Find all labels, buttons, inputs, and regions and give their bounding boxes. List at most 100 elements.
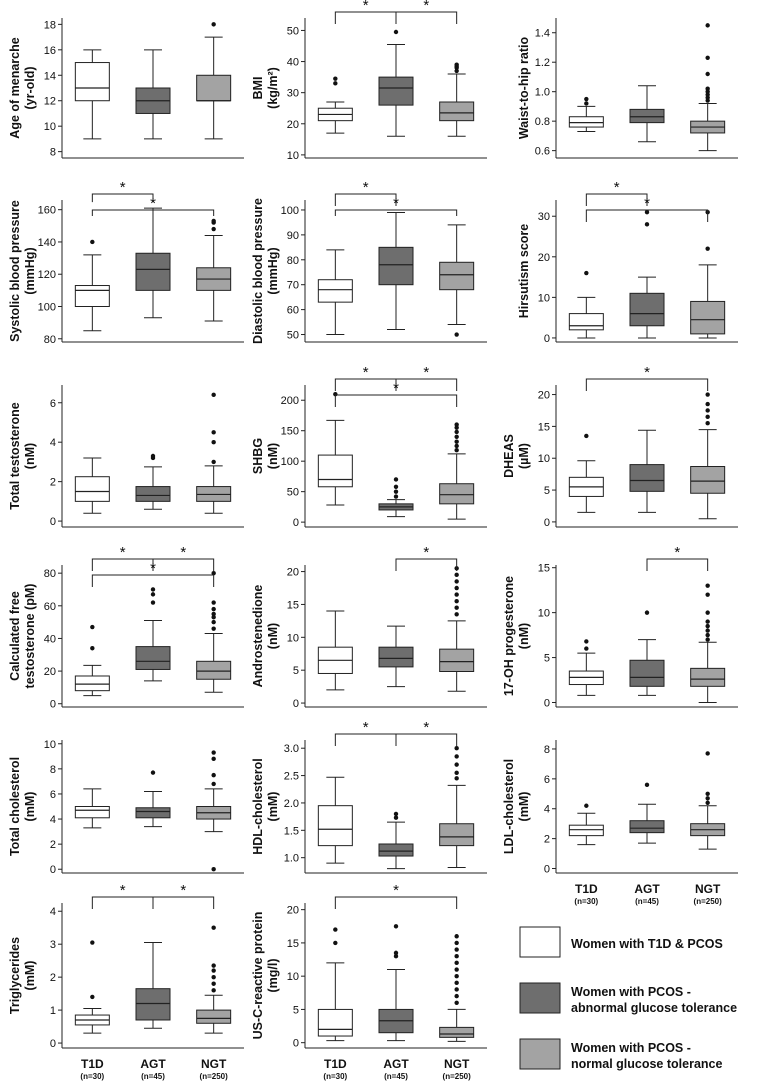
- outlier-point-t1d: [584, 639, 589, 644]
- outlier-point-ngt: [211, 988, 216, 993]
- y-axis-label: Calculated free: [8, 591, 22, 681]
- box-ngt: [690, 466, 726, 494]
- y-tick-label: 120: [38, 269, 56, 281]
- legend-label-t1d: Women with T1D & PCOS: [571, 937, 723, 951]
- significance-star: *: [363, 0, 369, 14]
- y-axis-label: LDL-cholesterol: [502, 759, 516, 854]
- outlier-point-ngt: [454, 68, 459, 74]
- y-tick-label: 0: [50, 864, 56, 876]
- outlier-point-t1d: [90, 624, 95, 630]
- significance-bracket: [334, 193, 397, 206]
- y-axis-label: Triglycerides: [8, 937, 22, 1014]
- y-axis-label: (nM): [266, 443, 280, 469]
- y-axis-label: 17-OH progesterone: [502, 576, 516, 696]
- outlier-point-ngt: [454, 605, 459, 610]
- significance-bracket: [395, 558, 458, 571]
- y-axis-label: (mM): [23, 961, 37, 991]
- significance-star: *: [180, 882, 186, 899]
- box-agt: [135, 988, 171, 1021]
- significance-star: *: [363, 719, 369, 736]
- box-ngt: [196, 74, 232, 102]
- outlier-point-ngt: [454, 762, 459, 767]
- y-axis-label: US-C-reactive protein: [251, 912, 265, 1040]
- outlier-point-ngt: [705, 628, 710, 633]
- outlier-point-ngt: [454, 973, 459, 979]
- significance-star: *: [120, 544, 126, 561]
- outlier-point-ngt: [705, 623, 710, 629]
- y-tick-label: 90: [287, 230, 299, 242]
- outlier-point-ngt: [454, 987, 459, 992]
- significance-bracket: [91, 574, 215, 587]
- y-tick-label: 15: [287, 938, 299, 950]
- outlier-point-ngt: [454, 947, 459, 952]
- box-agt: [629, 464, 665, 492]
- outlier-point-ngt: [705, 637, 710, 642]
- y-axis-label: Systolic blood pressure: [8, 200, 22, 342]
- y-tick-label: 6: [50, 398, 56, 410]
- y-tick-label: 1.4: [535, 28, 550, 40]
- outlier-point-ngt: [705, 86, 710, 91]
- chart-panel-12: 0 5 10 15 17-OH progesterone (nM) *: [502, 544, 738, 710]
- significance-bracket: [334, 896, 458, 909]
- y-tick-label: 8: [50, 147, 56, 159]
- legend-label-ngt: normal glucose tolerance: [571, 1057, 722, 1071]
- outlier-point-ngt: [454, 434, 459, 440]
- box-ngt: [439, 483, 475, 505]
- outlier-point-t1d: [584, 96, 589, 102]
- outlier-point-ngt: [705, 800, 710, 805]
- y-axis-label: Total cholesterol: [8, 757, 22, 856]
- y-axis-label: (mM): [23, 792, 37, 822]
- box-ngt: [439, 823, 475, 847]
- y-tick-label: 2: [50, 477, 56, 489]
- y-axis-label: Waist-to-hip ratio: [517, 36, 531, 139]
- legend-label-agt: Women with PCOS -: [571, 985, 691, 999]
- significance-bracket: [646, 558, 709, 571]
- box-t1d: [74, 675, 110, 692]
- x-count-label: (n=45): [635, 897, 659, 906]
- box-ngt: [196, 660, 232, 680]
- significance-star: *: [120, 882, 126, 899]
- y-tick-label: 50: [287, 487, 299, 499]
- outlier-point-ngt: [705, 55, 710, 60]
- outlier-point-agt: [150, 453, 156, 459]
- significance-star: *: [120, 179, 126, 196]
- chart-panel-16: 0 1 2 3 4 Triglycerides (mM) * * T1D(n=30) AGT(n=4…: [8, 882, 244, 1081]
- outlier-point-agt: [393, 477, 399, 482]
- y-tick-label: 0: [544, 333, 550, 345]
- y-tick-label: 1.0: [535, 87, 550, 99]
- outlier-point-ngt: [705, 791, 710, 796]
- y-axis-label: (µM): [517, 443, 531, 469]
- outlier-point-ngt: [211, 459, 216, 465]
- chart-panel-6: 0 10 20 30 Hirsutism score * *: [517, 179, 738, 345]
- box-agt: [378, 843, 414, 857]
- y-tick-label: 100: [281, 456, 299, 468]
- chart-panel-13: 0 2 4 6 8 10 Total cholesterol (mM): [8, 739, 244, 876]
- y-axis-label: HDL-cholesterol: [251, 758, 265, 855]
- legend-swatch-t1d: [519, 926, 561, 958]
- y-tick-label: 0: [50, 516, 56, 528]
- outlier-point-ngt: [454, 332, 459, 337]
- outlier-point-t1d: [584, 803, 589, 808]
- outlier-point-agt: [150, 770, 156, 775]
- outlier-point-ngt: [705, 421, 710, 426]
- outlier-point-ngt: [705, 583, 710, 588]
- y-tick-label: 14: [44, 70, 56, 82]
- chart-panel-14: 1.0 1.5 2.0 2.5 3.0 HDL-cholesterol (mM) * *: [251, 719, 487, 874]
- outlier-point-ngt: [454, 934, 459, 939]
- x-category-label: T1D: [575, 882, 598, 896]
- y-tick-label: 2: [544, 834, 550, 846]
- y-axis-label: (yr-old): [23, 66, 37, 109]
- significance-star: *: [393, 882, 399, 899]
- y-tick-label: 0: [544, 698, 550, 710]
- y-tick-label: 18: [44, 19, 56, 31]
- outlier-point-ngt: [454, 579, 459, 584]
- x-count-label: (n=250): [200, 1072, 229, 1081]
- outlier-point-ngt: [705, 751, 710, 756]
- y-tick-label: 0: [293, 517, 299, 529]
- outlier-point-t1d: [90, 239, 95, 245]
- outlier-point-ngt: [454, 960, 459, 966]
- x-count-label: (n=30): [80, 1072, 104, 1081]
- box-t1d: [317, 1008, 353, 1037]
- outlier-point-ngt: [211, 430, 216, 435]
